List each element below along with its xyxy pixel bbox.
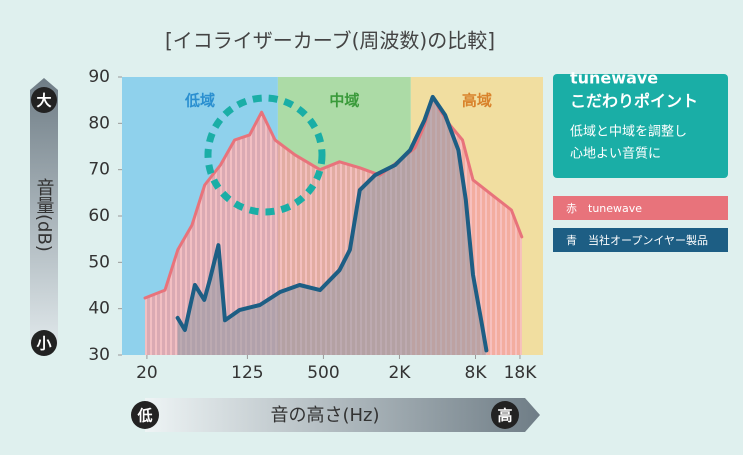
legend-swatch: [553, 228, 728, 252]
x-axis-label: 音の高さ(Hz): [270, 405, 379, 426]
callout-title: こだわりポイント: [570, 92, 698, 111]
legend-prefix: 赤: [566, 202, 577, 215]
x-tick-label: 500: [307, 363, 339, 383]
x-tick-label: 20: [136, 363, 158, 383]
series-line: [175, 94, 489, 353]
plot: 低域 中域 高域: [118, 76, 543, 359]
y-tick-label: 40: [88, 299, 110, 319]
x-axis-low: 低: [136, 407, 152, 425]
legend-label: 当社オープンイヤー製品: [588, 233, 708, 247]
x-axis-high-badge: [491, 401, 519, 429]
area-fill: [177, 96, 487, 356]
callout-title: tunewave: [570, 69, 658, 88]
x-axis-high: 高: [497, 407, 512, 425]
y-tick-label: 50: [88, 252, 110, 272]
y-tick-label: 60: [88, 206, 110, 226]
legend-prefix: 青: [566, 234, 577, 247]
band-label: 高域: [462, 92, 492, 110]
y-tick-label: 70: [88, 160, 110, 180]
series-line: [143, 95, 524, 300]
chart-title: [イコライザーカーブ(周波数)の比較]: [165, 29, 495, 53]
y-axis-label: 音量(dB): [34, 178, 55, 252]
callout-text: 心地よい音質に: [570, 146, 661, 162]
y-axis-top: 大: [36, 92, 51, 110]
y-axis-top-badge: [31, 87, 57, 113]
band-label: 中域: [329, 92, 359, 110]
y-tick-label: 80: [88, 113, 110, 133]
x-axis-low-badge: [131, 401, 159, 429]
y-axis-arrow: [30, 78, 58, 345]
legend-label: tunewave: [588, 202, 642, 215]
x-tick-label: 125: [231, 363, 263, 383]
y-tick-label: 90: [88, 67, 110, 87]
x-tick-label: 2K: [388, 363, 411, 383]
y-axis-bottom-badge: [31, 330, 57, 356]
band-label: 低域: [184, 92, 215, 110]
callout-box: [553, 74, 728, 178]
highlight-circle: [204, 94, 326, 216]
callout-text: 低域と中域を調整し: [570, 125, 687, 140]
legend-swatch: [553, 196, 728, 220]
y-tick-label: 30: [88, 345, 110, 365]
x-tick-label: 18K: [504, 363, 538, 383]
x-tick-label: 8K: [465, 363, 488, 383]
x-axis-arrow: [145, 398, 540, 432]
y-axis-bottom: 小: [36, 335, 51, 353]
